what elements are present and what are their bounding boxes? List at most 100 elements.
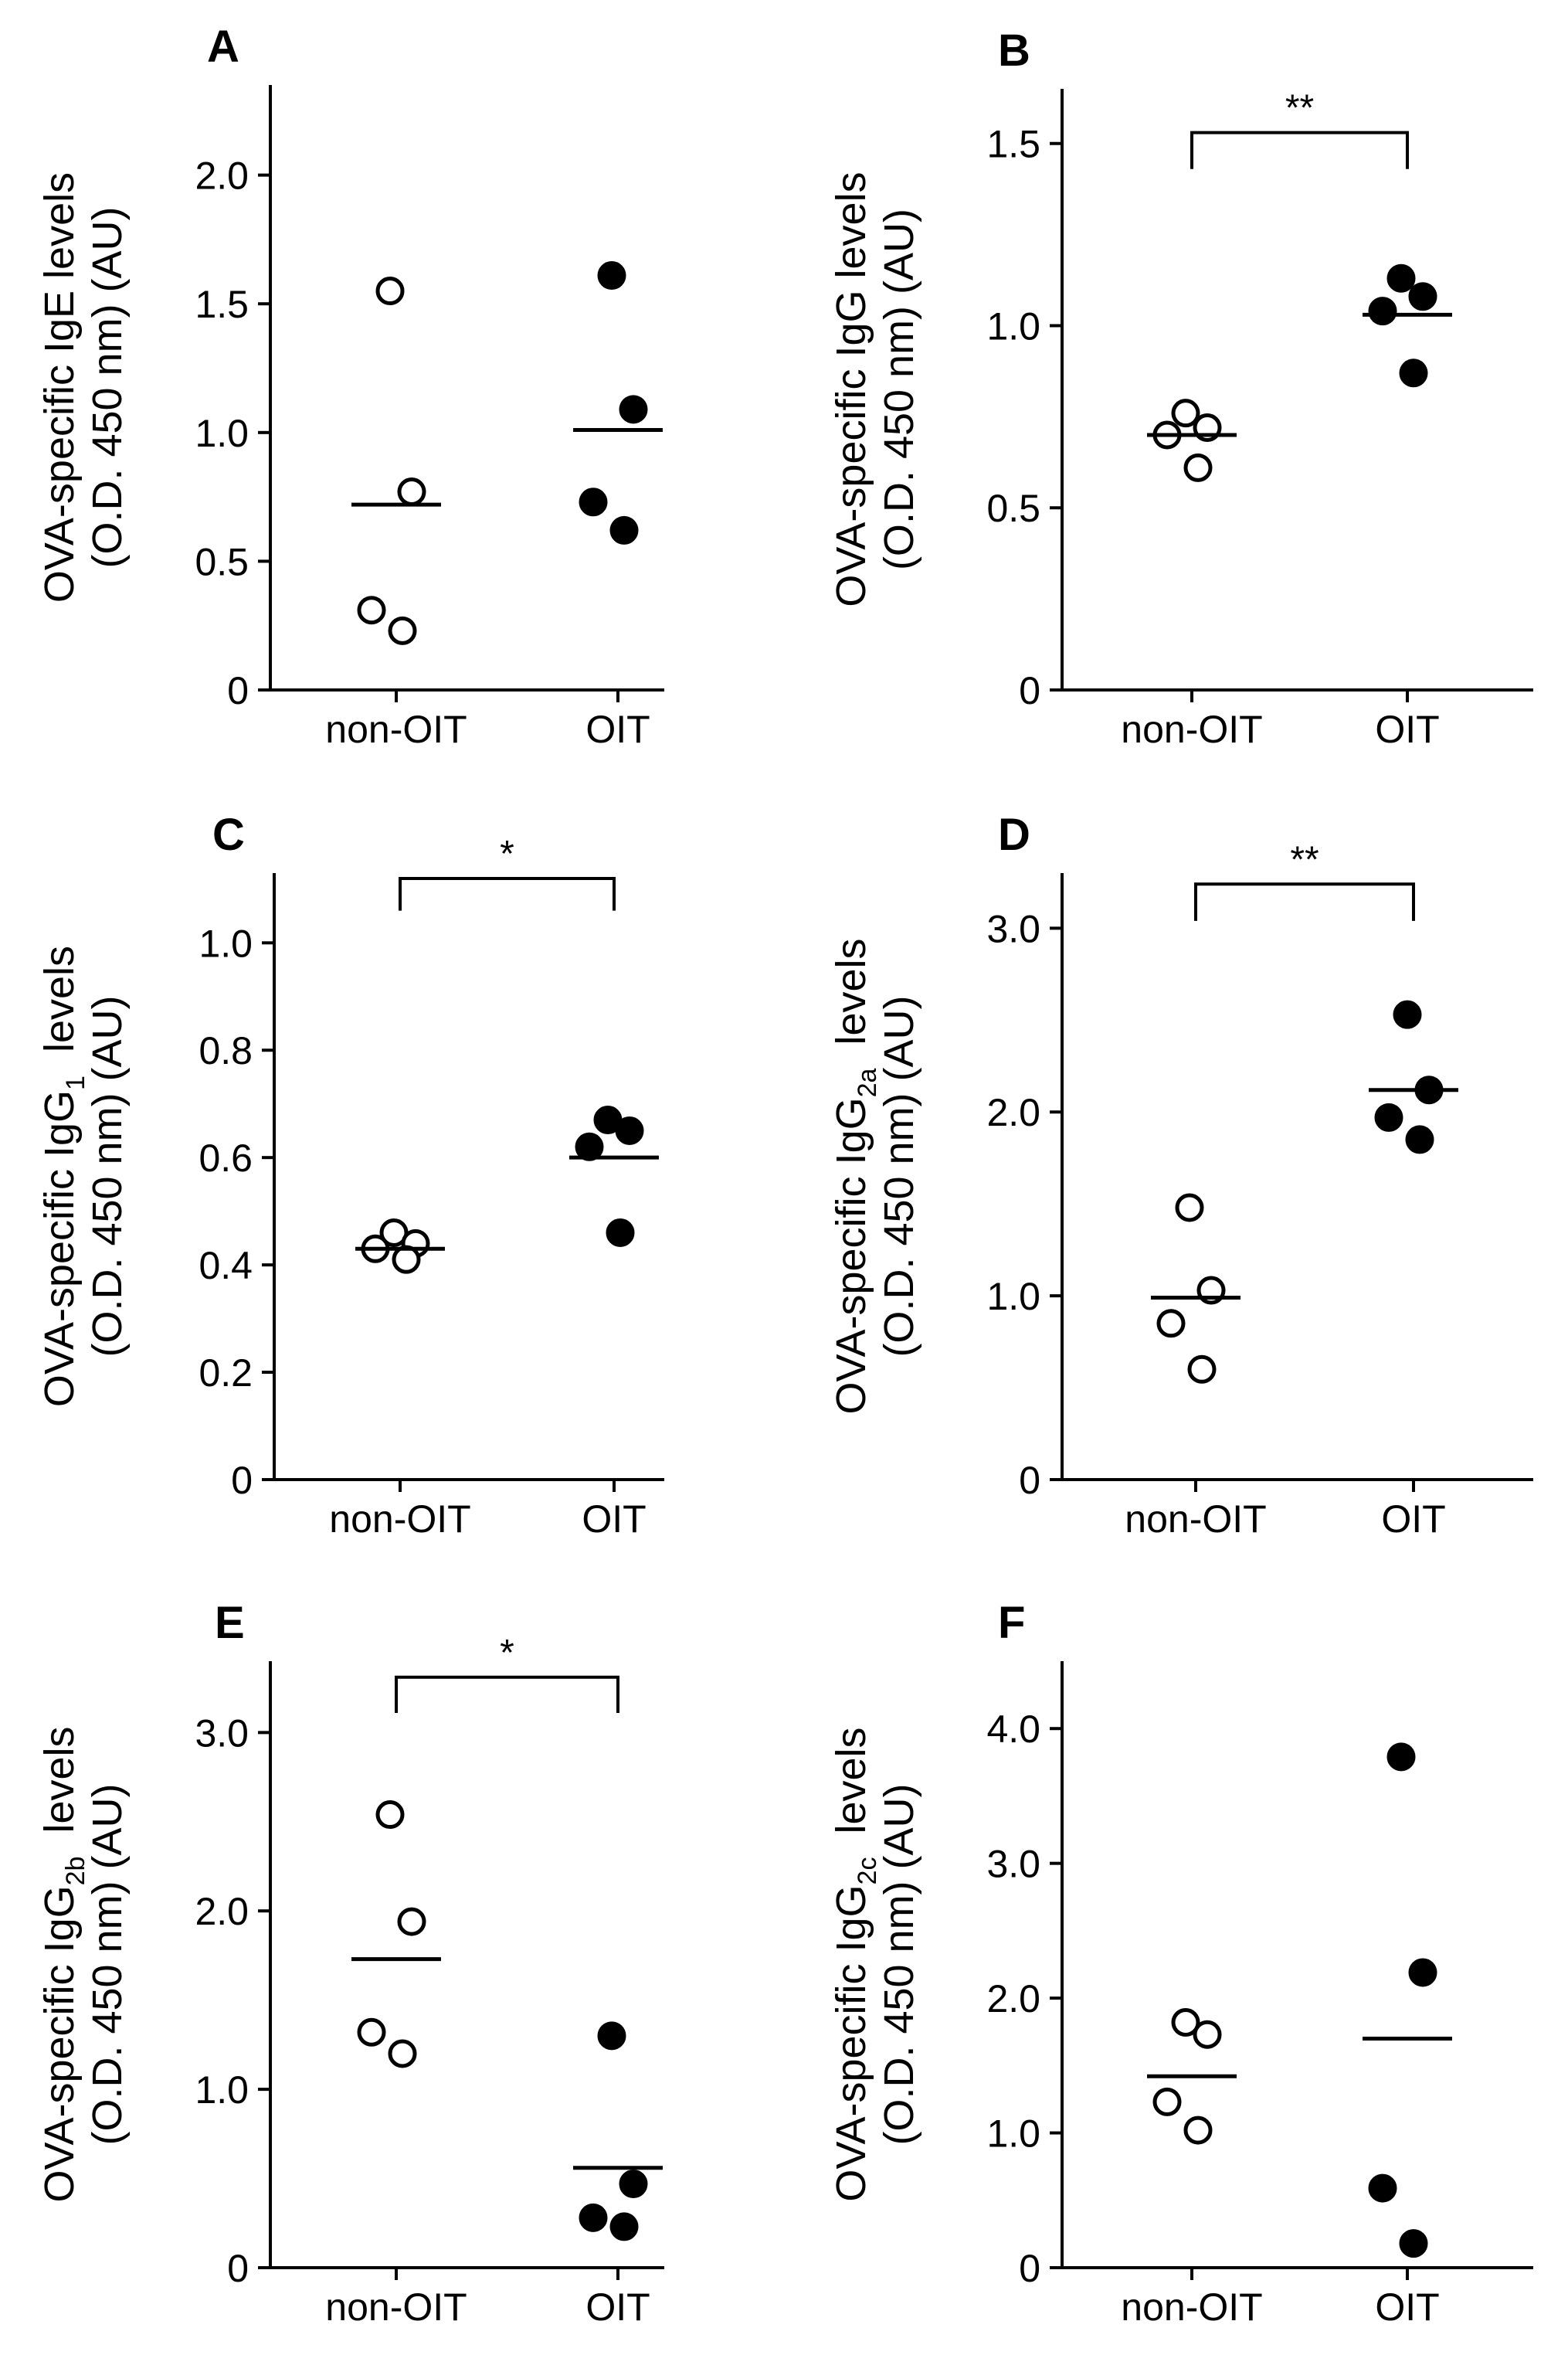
y-tick-label: 2.0 [986, 1091, 1040, 1134]
data-point-filled [597, 261, 626, 291]
data-point-open [1156, 1309, 1186, 1338]
significance-label: * [500, 1633, 514, 1674]
y-label-suffix: levels [36, 946, 83, 1076]
data-point-filled [1368, 2173, 1397, 2203]
panel-c: C 0 0.2 0.4 0.6 0.8 1.0 non-OIT OIT OVA-specific … [36, 810, 664, 1541]
data-point-filled [597, 2021, 626, 2051]
y-axis-label-line2: (O.D. 450 nm) (AU) [84, 995, 131, 1357]
data-point-open [357, 2017, 386, 2047]
y-axis-label-line2: (O.D. 450 nm) (AU) [876, 995, 922, 1357]
y-label-text: OVA-specific IgE levels [36, 172, 83, 603]
x-tick-label: non-OIT [325, 2285, 467, 2329]
y-tick-label: 0.5 [195, 540, 249, 583]
y-tick-label: 4.0 [986, 1708, 1040, 1751]
data-point-filled [1408, 1958, 1437, 1987]
significance-bracket [399, 876, 616, 911]
y-tick-label: 2.0 [986, 1977, 1040, 2020]
y-label-subscript: 1 [61, 1076, 90, 1090]
data-point-filled [1399, 2229, 1428, 2258]
panel-b: B 0 0.5 1.0 1.5 non-OIT OIT OVA-specific IgG le… [828, 25, 1533, 751]
y-axis-label-line1: OVA-specific IgG2c levels [828, 1727, 882, 2201]
data-point-open [1187, 1354, 1217, 1384]
y-label-text: OVA-specific IgG levels [828, 172, 874, 607]
y-tick-label: 3.0 [986, 907, 1040, 950]
y-tick-label: 1.0 [986, 1275, 1040, 1318]
y-tick-label: 1.5 [195, 283, 249, 326]
data-point-open [397, 1907, 426, 1936]
y-axis-label-line2: (O.D. 450 nm) (AU) [84, 206, 131, 568]
y-tick-label: 0.8 [199, 1029, 253, 1072]
data-point-open [375, 1800, 405, 1830]
y-tick-label: 1.0 [195, 2068, 249, 2112]
y-label-text: OVA-specific IgG [36, 1885, 83, 2202]
y-tick-label: 1.0 [199, 922, 253, 965]
y-axis-label-line1: OVA-specific IgG2b levels [36, 1726, 90, 2202]
y-tick-label: 1.5 [986, 123, 1040, 166]
y-label-suffix: levels [36, 1726, 83, 1856]
data-point-filled [579, 2203, 608, 2232]
y-tick-label: 3.0 [986, 1843, 1040, 1886]
y-tick-label: 2.0 [195, 1890, 249, 1933]
y-tick-label: 0 [1019, 1459, 1040, 1502]
x-tick-label: non-OIT [1121, 2285, 1262, 2329]
significance-bracket [1190, 131, 1409, 169]
y-tick-label: 1.0 [986, 304, 1040, 348]
data-point-filled [619, 395, 648, 424]
x-tick-label: OIT [585, 708, 650, 751]
x-tick-label: OIT [582, 1497, 646, 1541]
y-tick-label: 0 [1019, 669, 1040, 712]
y-tick-label: 1.0 [195, 412, 249, 455]
y-axis-label-line2: (O.D. 450 nm) (AU) [876, 209, 922, 570]
panel-d: D 0 1.0 2.0 3.0 non-OIT OIT OVA-specific IgG2a … [828, 810, 1533, 1541]
y-tick-label: 0.2 [199, 1351, 253, 1395]
y-label-suffix: levels [828, 938, 874, 1068]
data-point-filled [1393, 1000, 1422, 1029]
data-point-filled [575, 1132, 604, 1161]
data-point-filled [606, 1218, 635, 1247]
y-axis-label-line2: (O.D. 450 nm) (AU) [876, 1783, 922, 2145]
y-axis-label-line2: (O.D. 450 nm) (AU) [84, 1783, 131, 2145]
panel-letter: C [212, 810, 245, 860]
data-point-filled [1386, 1742, 1416, 1772]
panel-e: E 0 1.0 2.0 3.0 non-OIT OIT OVA-specific IgG2b … [36, 1598, 664, 2329]
y-label-text: OVA-specific IgG [828, 1097, 874, 1414]
data-point-open [1171, 2008, 1200, 2037]
y-tick-label: 0 [1019, 2247, 1040, 2290]
data-point-filled [615, 1116, 644, 1145]
data-point-filled [609, 515, 639, 545]
data-point-open [397, 477, 426, 506]
significance-label: ** [1285, 88, 1314, 129]
panel-letter: A [207, 22, 239, 72]
data-point-open [1171, 399, 1200, 428]
y-label-subscript: 2b [61, 1857, 90, 1886]
x-tick-label: non-OIT [329, 1497, 470, 1541]
x-tick-label: OIT [1375, 2285, 1439, 2329]
data-point-filled [1408, 282, 1437, 311]
data-point-open [357, 596, 386, 625]
y-tick-label: 0.6 [199, 1137, 253, 1180]
data-point-open [1183, 453, 1213, 482]
y-axis-label-line1: OVA-specific IgG2a levels [828, 938, 882, 1414]
y-label-text: OVA-specific IgG [828, 1884, 874, 2201]
y-axis-label-line1: OVA-specific IgG1 levels [36, 946, 90, 1407]
significance-label: ** [1290, 839, 1319, 880]
data-point-open [1183, 2115, 1213, 2145]
y-tick-label: 0 [227, 669, 249, 712]
y-tick-label: 2.0 [195, 155, 249, 198]
data-point-filled [1374, 1103, 1403, 1132]
data-point-open [388, 616, 417, 645]
data-point-filled [1399, 359, 1428, 388]
panel-a: A 0 0.5 1.0 1.5 2.0 non-OIT OIT OVA-specific IgE… [36, 22, 664, 751]
y-label-suffix: levels [828, 1727, 874, 1857]
y-tick-label: 0 [231, 1459, 253, 1502]
data-point-open [1175, 1193, 1204, 1222]
significance-bracket [1194, 882, 1415, 921]
panel-letter: B [998, 25, 1030, 76]
y-label-subscript: 2c [853, 1857, 882, 1885]
panel-letter: D [998, 810, 1030, 860]
data-point-open [388, 2039, 417, 2068]
data-point-filled [1405, 1125, 1434, 1154]
y-tick-label: 0 [227, 2247, 249, 2290]
y-label-text: OVA-specific IgG [36, 1090, 83, 1407]
